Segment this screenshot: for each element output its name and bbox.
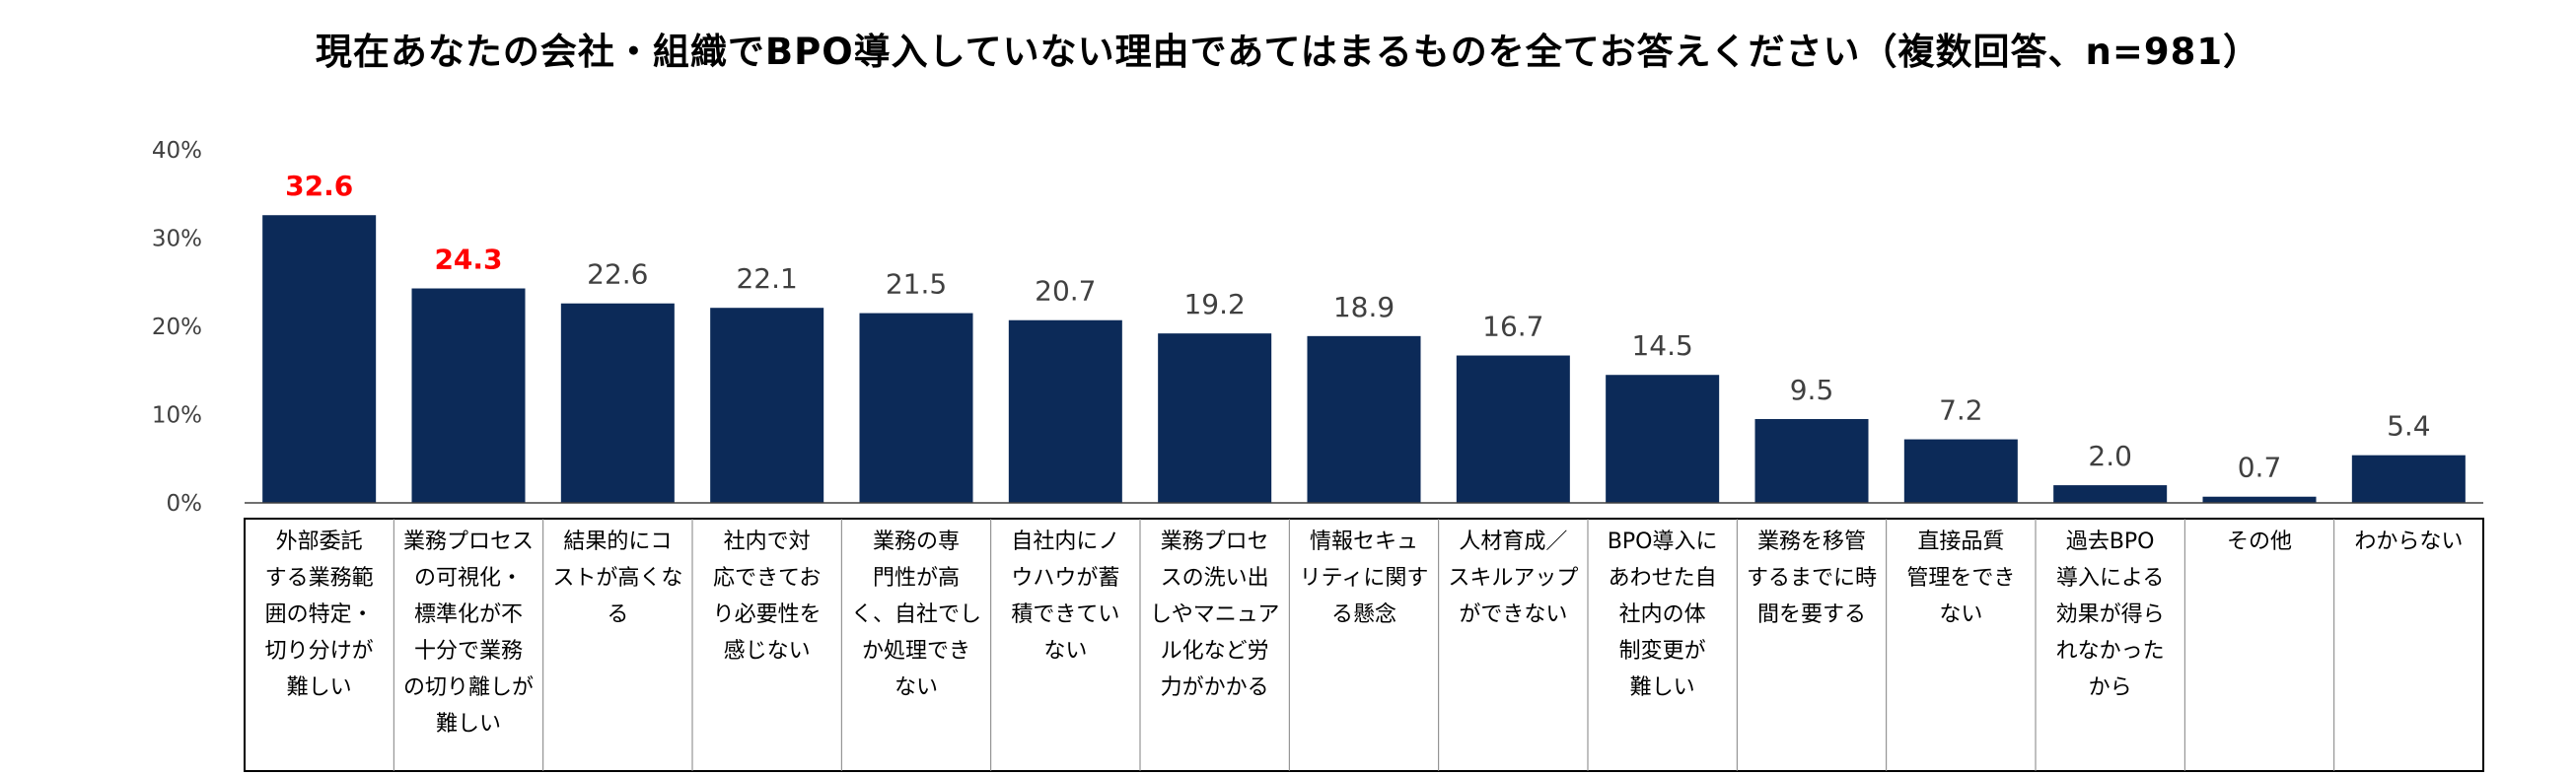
data-label: 20.7: [1035, 275, 1096, 308]
data-label: 18.9: [1333, 291, 1395, 323]
data-label: 22.1: [736, 262, 797, 295]
bar: [262, 215, 377, 504]
data-label: 21.5: [886, 268, 947, 301]
bar: [560, 303, 675, 503]
bar: [2351, 455, 2466, 503]
data-labels: 32.6 24.3 22.6 22.1 21.5 20.7 19.2 18.9 16.7 14.5…: [285, 170, 2430, 484]
bar: [859, 313, 973, 503]
category-label: 結果的にコストが高くなる: [552, 529, 682, 627]
y-axis: 40% 30% 20% 10% 0%: [152, 138, 202, 517]
y-tick-label: 20%: [152, 315, 202, 340]
category-label: 人材育成／スキルアップができない: [1448, 529, 1578, 627]
category-label: 業務プロセスの洗い出しやマニュアル化など労力がかかる: [1150, 529, 1279, 700]
bar: [1606, 375, 1720, 503]
data-label: 19.2: [1183, 288, 1245, 320]
bar: [411, 288, 526, 503]
y-tick-label: 0%: [167, 491, 203, 517]
data-label: 24.3: [434, 244, 502, 276]
category-label: 自社内にノウハウが蓄積できていない: [1011, 529, 1119, 664]
bars: [262, 215, 2466, 504]
bar: [1008, 319, 1122, 503]
bar: [2053, 485, 2168, 503]
data-label: 0.7: [2238, 452, 2282, 484]
bar: [1307, 335, 1421, 503]
bar: [1158, 333, 1272, 503]
data-label: 32.6: [285, 170, 353, 202]
data-label: 16.7: [1482, 311, 1543, 343]
data-label: 9.5: [1790, 374, 1834, 406]
category-label: 社内で対応できており必要性を感じない: [713, 529, 822, 664]
data-label: 5.4: [2387, 410, 2431, 443]
category-label: その他: [2227, 529, 2292, 554]
category-label: BPO導入にあわせた自社内の体制変更が難しい: [1608, 529, 1718, 700]
y-tick-label: 30%: [152, 227, 202, 252]
data-label: 14.5: [1631, 329, 1692, 362]
y-tick-label: 10%: [152, 403, 202, 429]
data-label: 7.2: [1939, 394, 1983, 427]
y-tick-label: 40%: [152, 138, 202, 164]
category-label: 過去BPO 導入による効果が得られなかったから: [2056, 529, 2165, 700]
category-label: 直接品質管理をできない: [1906, 529, 2015, 627]
data-label: 22.6: [587, 258, 648, 291]
category-label: わからない: [2354, 529, 2463, 554]
category-label: 業務を移管するまでに時間を要する: [1747, 529, 1877, 627]
bar: [1903, 439, 2018, 503]
bar: [2202, 496, 2317, 503]
bar: [1456, 355, 1570, 503]
data-label: 2.0: [2088, 440, 2132, 472]
category-label: 業務プロセスの可視化・標準化が不十分で業務の切り離しが難しい: [403, 529, 534, 737]
category-table: 外部委託する業務範囲の特定・切り分けが難しい業務プロセスの可視化・標準化が不十分…: [244, 502, 2484, 772]
category-label: 情報セキュリティに関する懸念: [1300, 529, 1429, 627]
bar: [1754, 418, 1869, 503]
category-label: 業務の専門性が高く、自社でしか処理できない: [851, 529, 981, 700]
bar: [710, 308, 824, 503]
table-border: [244, 518, 2484, 772]
chart-title: 現在あなたの会社・組織でBPO導入していない理由であてはまるものを全てお答えくだ…: [315, 31, 2261, 73]
category-label: 外部委託する業務範囲の特定・切り分けが難しい: [265, 529, 374, 700]
